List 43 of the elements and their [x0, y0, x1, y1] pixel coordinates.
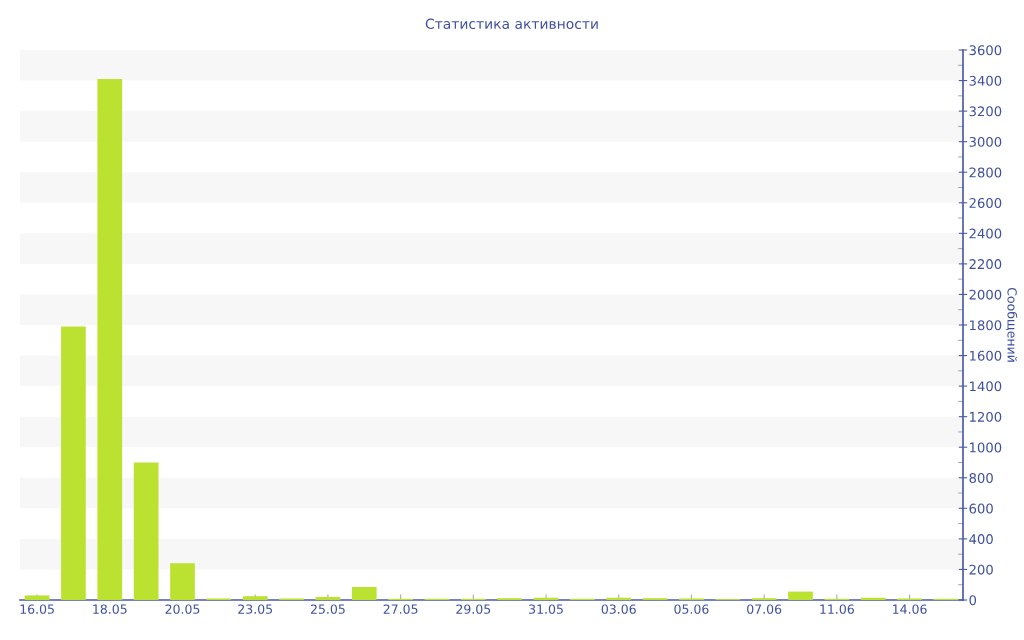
- y-tick-label: 1200: [970, 411, 1002, 422]
- chart-title: Статистика активности: [425, 18, 598, 30]
- bar: [788, 591, 813, 600]
- bar: [133, 462, 159, 600]
- bar: [351, 587, 377, 600]
- bar: [170, 563, 195, 600]
- x-tick-label: 07.06: [747, 604, 782, 614]
- x-tick-label: 18.05: [93, 604, 127, 614]
- x-tick-label: 29.05: [456, 604, 491, 614]
- x-tick-label: 23.05: [238, 604, 273, 614]
- x-tick-label: 20.05: [165, 604, 200, 614]
- y-tick-label: 0: [969, 595, 977, 606]
- y-tick-label: 800: [969, 473, 993, 483]
- y-tick-label: 1600: [970, 350, 1002, 361]
- y-tick-label: 3000: [969, 136, 1002, 147]
- bar: [61, 326, 86, 600]
- x-tick-label: 16.05: [20, 604, 54, 614]
- y-tick-label: 1400: [970, 381, 1002, 392]
- y-tick-label: 3600: [969, 45, 1002, 56]
- y-tick-label: 2200: [969, 259, 1002, 270]
- y-axis-title: Сообщений: [1005, 287, 1018, 362]
- y-tick-label: 2600: [969, 198, 1002, 208]
- bar: [24, 595, 50, 600]
- bar: [97, 79, 123, 600]
- y-tick-label: 400: [969, 534, 993, 545]
- x-tick-label: 31.05: [529, 604, 563, 614]
- x-tick-label: 25.05: [310, 604, 345, 614]
- bar: [315, 596, 341, 600]
- x-tick-label: 11.06: [820, 604, 854, 614]
- y-tick-label: 3400: [969, 75, 1002, 86]
- x-tick-label: 03.06: [601, 604, 636, 614]
- x-tick-label: 27.05: [383, 604, 418, 614]
- y-tick-label: 3200: [969, 106, 1002, 117]
- y-tick-label: 2400: [969, 228, 1002, 239]
- y-tick-label: 2000: [969, 289, 1002, 300]
- bar: [242, 596, 268, 600]
- y-tick-label: 1000: [970, 442, 1002, 453]
- x-tick-label: 14.06: [893, 604, 927, 614]
- y-tick-label: 1800: [970, 320, 1002, 331]
- x-tick-label: 05.06: [674, 604, 709, 614]
- y-tick-label: 600: [969, 503, 993, 514]
- y-tick-label: 2800: [969, 167, 1002, 178]
- y-tick-label: 200: [969, 564, 993, 575]
